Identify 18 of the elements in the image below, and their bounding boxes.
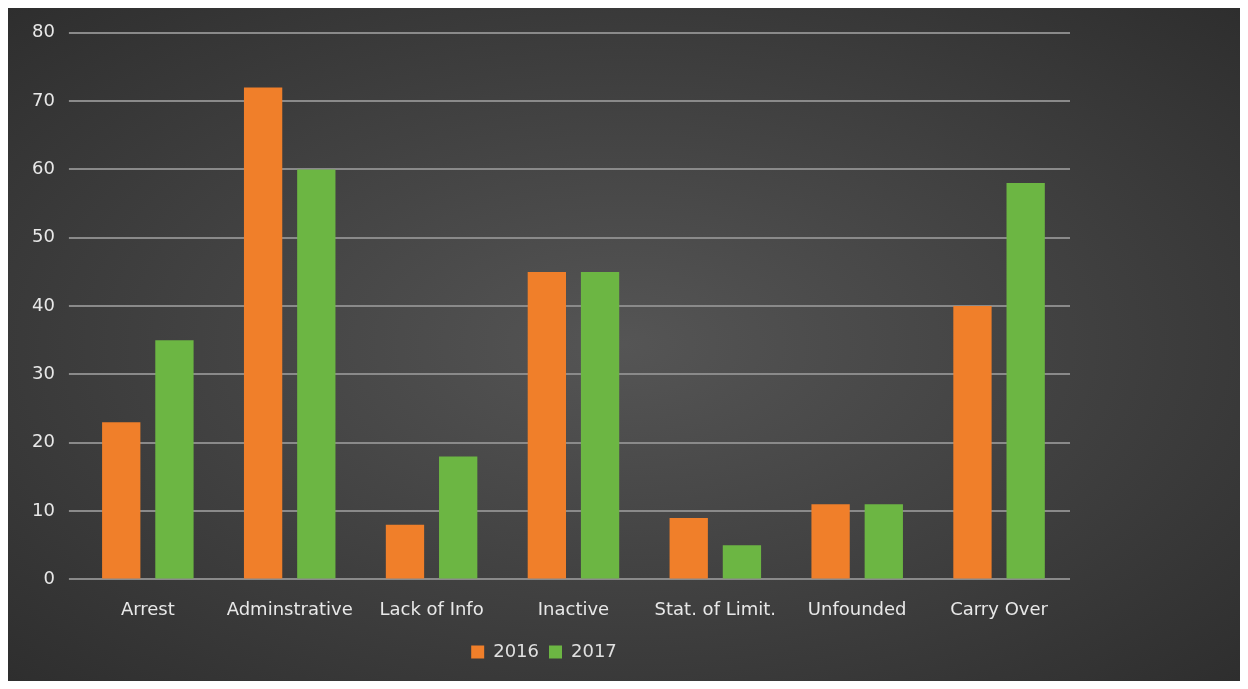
y-tick-label: 10 (32, 498, 55, 520)
x-tick-label: Inactive (537, 597, 610, 619)
y-tick-label: 50 (32, 225, 55, 247)
y-tick-label: 70 (32, 88, 55, 110)
x-tick-label: Unfounded (807, 597, 907, 619)
y-tick-label: 60 (32, 157, 55, 179)
x-tick-label: Arrest (120, 597, 175, 619)
legend-label: 2017 (571, 639, 617, 661)
y-tick-label: 30 (32, 362, 55, 384)
y-tick-label: 40 (32, 293, 55, 315)
legend-label: 2016 (493, 639, 539, 661)
y-tick-label: 20 (32, 430, 55, 452)
x-tick-label: Lack of Info (379, 597, 484, 619)
y-tick-label: 0 (43, 567, 55, 589)
y-tick-label: 80 (32, 20, 55, 42)
x-tick-label: Adminstrative (226, 597, 353, 619)
x-tick-label: Stat. of Limit. (654, 597, 777, 619)
x-tick-label: Carry Over (950, 597, 1049, 619)
